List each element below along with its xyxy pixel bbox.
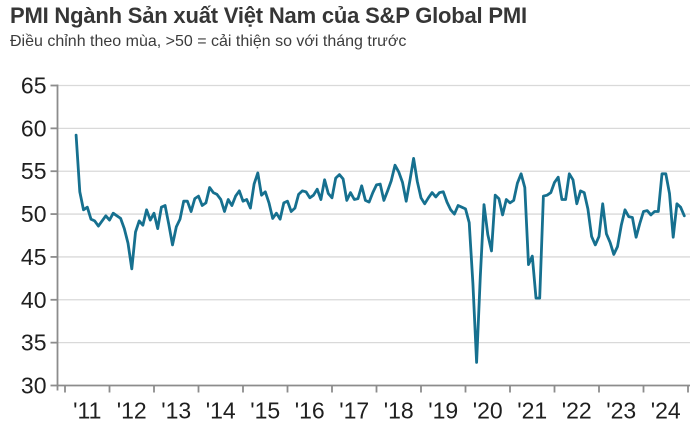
x-axis-label: '15 [250,398,280,424]
y-axis-label: 30 [21,373,47,399]
chart-title: PMI Ngành Sản xuất Việt Nam của S&P Glob… [10,3,527,28]
x-axis-label: '24 [651,398,681,424]
x-axis-label: '16 [295,398,325,424]
x-axis-label: '11 [73,398,101,424]
x-axis-label: '23 [606,398,636,424]
y-axis-label: 45 [21,244,47,270]
y-axis-label: 50 [21,201,47,227]
y-axis-label: 35 [21,330,47,356]
pmi-series-line [74,133,686,364]
x-axis-label: '18 [384,398,414,424]
chart-subtitle: Điều chỉnh theo mùa, >50 = cải thiện so … [10,33,407,50]
y-axis-label: 65 [21,73,47,99]
x-axis-label: '14 [206,398,236,424]
x-axis-label: '13 [161,398,191,424]
x-axis-label: '20 [473,398,503,424]
y-axis-label: 40 [21,287,47,313]
x-axis-label: '21 [517,398,547,424]
x-axis-label: '17 [339,398,369,424]
x-axis-label: '22 [562,398,592,424]
x-axis-label: '12 [117,398,147,424]
x-axis-label: '19 [428,398,458,424]
y-axis-label: 60 [21,115,47,141]
y-axis-label: 55 [21,158,47,184]
